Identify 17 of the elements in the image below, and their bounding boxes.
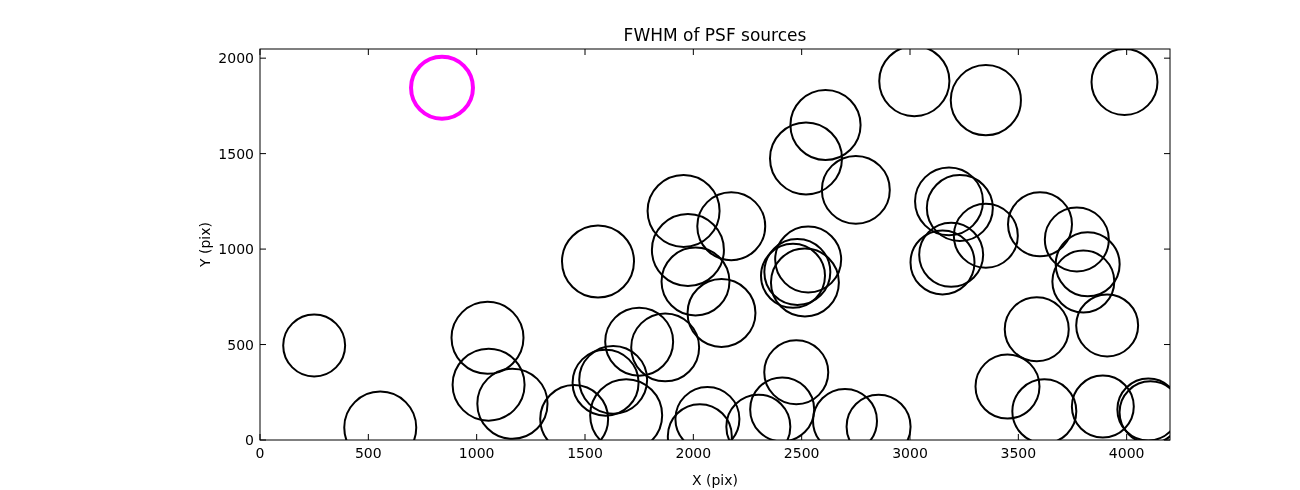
x-tick-label: 1000 <box>458 445 495 461</box>
x-tick-label: 3000 <box>892 445 928 461</box>
y-tick-label: 2000 <box>218 50 254 67</box>
x-tick-label: 1500 <box>567 445 603 461</box>
y-axis-title: Y (pix) <box>197 222 213 268</box>
y-tick-label: 1000 <box>218 241 254 258</box>
x-tick-label: 4000 <box>1108 445 1145 461</box>
y-tick-label: 1500 <box>218 145 254 162</box>
chart-title: FWHM of PSF sources <box>623 25 807 45</box>
x-tick-label: 2500 <box>783 445 820 461</box>
x-tick-label: 2000 <box>675 445 712 461</box>
x-tick-label: 3500 <box>1000 445 1037 461</box>
x-tick-label: 500 <box>354 445 382 461</box>
x-axis-title: X (pix) <box>691 472 739 488</box>
y-tick-label: 500 <box>227 336 254 353</box>
y-tick-label: 0 <box>245 432 254 448</box>
x-tick-label: 0 <box>255 445 265 461</box>
